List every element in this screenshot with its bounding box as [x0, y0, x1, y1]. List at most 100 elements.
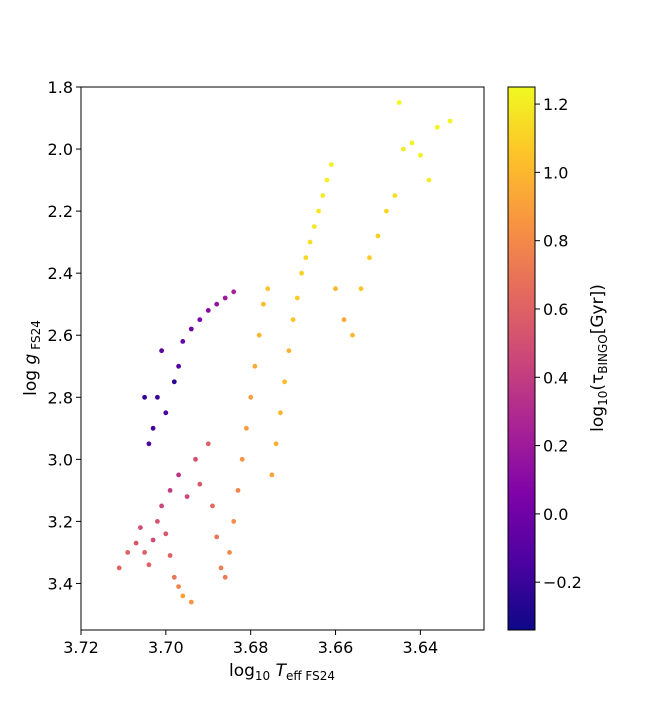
data-point	[142, 550, 148, 555]
colorbar-tick-label: 0.4	[543, 368, 568, 387]
data-point	[299, 270, 304, 276]
data-point	[159, 348, 165, 354]
data-point	[316, 208, 321, 214]
data-point	[384, 208, 389, 214]
x-axis-label: log10 Teff FS24	[229, 661, 335, 683]
y-tick-label: 3.0	[48, 450, 73, 469]
data-point	[171, 574, 177, 580]
data-point	[163, 531, 169, 537]
data-point	[155, 519, 160, 524]
data-point	[167, 488, 173, 493]
data-point	[375, 233, 381, 239]
data-point	[210, 503, 215, 509]
y-tick-label: 2.6	[48, 326, 73, 345]
data-point	[214, 534, 220, 540]
colorbar-tick-label: 1.2	[543, 95, 568, 114]
data-point	[333, 286, 338, 292]
data-point	[409, 140, 415, 146]
data-point	[222, 574, 228, 580]
data-point	[184, 494, 190, 499]
data-point	[150, 537, 156, 543]
data-point	[244, 425, 249, 431]
data-point	[214, 301, 220, 307]
data-point	[231, 519, 237, 524]
data-point	[278, 410, 283, 416]
x-tick-label: 3.70	[148, 638, 184, 657]
colorbar-tick-label: 0.0	[543, 505, 568, 524]
data-point	[155, 394, 160, 400]
data-point	[150, 425, 156, 431]
data-point	[171, 379, 177, 385]
colorbar-ticks: −0.2 0.0 0.2 0.4 0.6 0.8 1.0 1.2	[535, 95, 582, 592]
data-point	[447, 118, 453, 124]
data-point	[188, 599, 194, 605]
y-tick-label: 2.4	[48, 264, 73, 283]
data-point	[180, 593, 186, 599]
data-point	[197, 317, 203, 323]
data-point	[290, 317, 296, 323]
data-point	[265, 286, 271, 292]
data-point	[163, 410, 169, 416]
colorbar-label: log10(τBINGO[Gyr])	[588, 284, 610, 432]
data-point	[324, 177, 330, 183]
data-point	[146, 441, 152, 447]
data-point	[231, 289, 237, 295]
data-point	[180, 339, 186, 344]
data-point	[193, 456, 198, 462]
data-point	[188, 326, 194, 332]
data-point	[176, 584, 182, 589]
data-point	[159, 503, 165, 509]
y-tick-label: 3.2	[48, 512, 73, 531]
colorbar-tick-label: −0.2	[543, 573, 582, 592]
colorbar-tick-label: 1.0	[543, 163, 568, 182]
data-point	[227, 550, 232, 555]
colorbar-tick-label: 0.6	[543, 300, 568, 319]
data-point	[146, 562, 152, 568]
data-point	[282, 379, 287, 385]
data-point	[350, 332, 355, 338]
data-point	[418, 152, 423, 158]
data-point	[286, 348, 292, 354]
y-tick-label: 2.2	[48, 202, 73, 221]
data-point	[205, 308, 211, 313]
data-point	[434, 124, 440, 130]
data-point	[307, 239, 313, 245]
data-point	[273, 441, 279, 447]
x-tick-label: 3.64	[403, 638, 439, 657]
data-point	[328, 162, 334, 168]
data-point	[303, 255, 309, 261]
data-point	[248, 394, 254, 400]
data-point	[401, 146, 406, 152]
data-point	[341, 317, 347, 323]
colorbar-tick-label: 0.2	[543, 437, 568, 456]
x-tick-label: 3.68	[233, 638, 269, 657]
data-point	[176, 363, 182, 369]
data-point	[396, 100, 402, 105]
x-tick-label: 3.66	[318, 638, 354, 657]
data-point	[222, 295, 228, 301]
data-point	[261, 301, 266, 307]
data-point	[256, 332, 262, 338]
data-point	[392, 193, 398, 199]
data-point	[358, 286, 364, 292]
y-tick-label: 1.8	[48, 78, 73, 97]
y-tick-label: 2.8	[48, 388, 73, 407]
data-point	[426, 177, 432, 183]
data-point	[218, 565, 224, 571]
data-points	[116, 100, 453, 605]
plot-frame	[80, 86, 485, 631]
y-axis-label: log gFS24	[21, 320, 43, 396]
data-point	[320, 193, 326, 199]
data-point	[125, 550, 131, 555]
data-point	[176, 472, 182, 478]
data-point	[167, 553, 173, 558]
data-point	[294, 295, 300, 301]
data-point	[269, 472, 275, 478]
data-point	[116, 565, 122, 571]
data-point	[235, 488, 241, 493]
data-point	[142, 394, 148, 400]
y-tick-label: 2.0	[48, 140, 73, 159]
colorbar-tick-label: 0.8	[543, 232, 568, 251]
data-point	[138, 525, 143, 530]
